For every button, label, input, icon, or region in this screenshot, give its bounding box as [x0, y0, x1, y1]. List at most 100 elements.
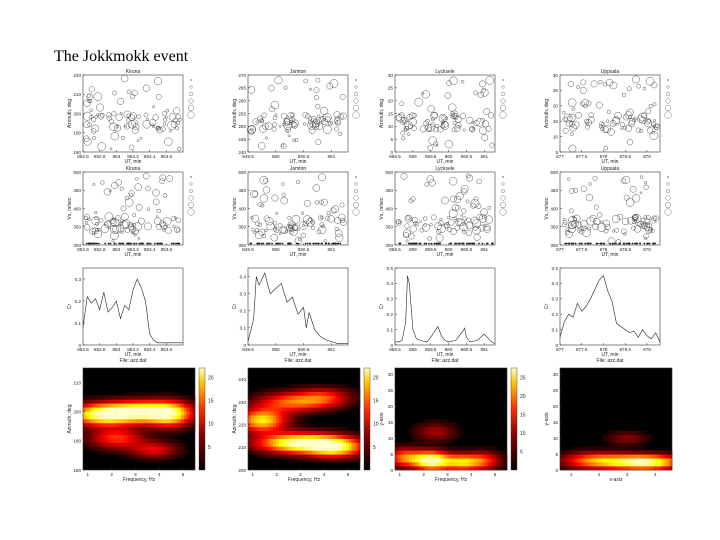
- heatmap-cell: [122, 422, 126, 428]
- heatmap-cell: [119, 438, 123, 443]
- scatter-marker: [614, 227, 620, 233]
- heatmap-cell: [630, 434, 634, 439]
- heatmap-cell: [295, 422, 299, 428]
- heatmap-cell: [111, 415, 115, 420]
- heatmap-cell: [172, 434, 176, 439]
- heatmap-cell: [281, 426, 285, 432]
- y-tick-label: 220: [238, 422, 246, 427]
- scatter-marker: [625, 242, 628, 245]
- heatmap-cell: [437, 466, 441, 471]
- scatter-marker: [578, 242, 581, 245]
- heatmap-cell: [337, 438, 341, 443]
- heatmap-cell: [178, 415, 182, 420]
- heatmap-cell: [481, 458, 485, 463]
- heatmap-cell: [348, 450, 352, 455]
- heatmap-cell: [599, 458, 603, 463]
- heatmap-cell: [136, 399, 140, 404]
- heatmap-cell: [287, 426, 291, 432]
- heatmap-cell: [108, 438, 112, 443]
- heatmap-cell: [270, 430, 274, 435]
- heatmap-cell: [278, 454, 282, 459]
- heatmap-cell: [604, 454, 608, 459]
- heatmap-cell: [348, 395, 352, 400]
- y-tick-label: 400: [550, 206, 558, 211]
- heatmap-cell: [428, 462, 432, 467]
- heatmap-cell: [304, 403, 308, 408]
- scatter-marker: [606, 110, 611, 114]
- heatmap-cell: [105, 450, 109, 455]
- heatmap-cell: [582, 466, 586, 471]
- y-axis-label: y-axis: [544, 412, 550, 426]
- heatmap-cell: [189, 415, 193, 420]
- heatmap-cell: [250, 434, 254, 439]
- x-tick-label: 853.2: [127, 154, 139, 159]
- heatmap-cell: [139, 419, 143, 424]
- scatter-marker: [603, 146, 608, 151]
- heatmap-cell: [267, 395, 271, 400]
- heatmap-cell: [253, 399, 257, 404]
- heatmap-cell: [621, 466, 625, 471]
- heatmap-cell: [136, 395, 140, 400]
- heatmap-cell: [169, 422, 173, 428]
- heatmap-cell: [646, 466, 650, 471]
- scatter-marker: [439, 217, 443, 221]
- heatmap-cell: [434, 462, 438, 467]
- scatter-marker: [413, 242, 416, 245]
- heatmap-cell: [262, 450, 266, 455]
- heatmap-cell: [618, 438, 622, 443]
- scatter-marker: [466, 116, 474, 124]
- heatmap-cell: [284, 446, 288, 451]
- heatmap-cell: [616, 446, 620, 451]
- scatter-marker: [284, 116, 294, 125]
- heatmap-cell: [320, 399, 324, 404]
- heatmap-cell: [337, 395, 341, 400]
- heatmap-cell: [613, 430, 617, 435]
- scatter-marker: [257, 115, 264, 122]
- heatmap-cell: [167, 450, 171, 455]
- heatmap-cell: [97, 442, 101, 447]
- heatmap-cell: [248, 450, 252, 455]
- heatmap-cell: [102, 434, 106, 439]
- heatmap-cell: [340, 442, 344, 447]
- heatmap-cell: [340, 430, 344, 435]
- heatmap-cell: [111, 438, 115, 443]
- heatmap-cell: [181, 419, 185, 424]
- heatmap-cell: [248, 422, 252, 428]
- heatmap-cell: [158, 391, 162, 396]
- heatmap-cell: [337, 407, 341, 412]
- heatmap-cell: [351, 458, 355, 463]
- heatmap-cell: [105, 419, 109, 424]
- scatter-marker: [257, 222, 263, 227]
- scatter-marker: [253, 230, 257, 235]
- heatmap-cell: [178, 411, 182, 416]
- x-tick-label: 858.5: [389, 154, 401, 159]
- heatmap-cell: [340, 403, 344, 408]
- heatmap-cell: [632, 466, 636, 471]
- scatter-marker: [132, 213, 137, 217]
- heatmap-cell: [290, 411, 294, 416]
- heatmap-cell: [346, 450, 350, 455]
- heatmap-cell: [439, 458, 443, 463]
- heatmap-cell: [323, 391, 327, 396]
- scatter-marker: [288, 225, 294, 231]
- heatmap-cell: [133, 438, 137, 443]
- scatter-marker: [579, 219, 588, 228]
- heatmap-cell: [437, 462, 441, 467]
- heatmap-cell: [292, 411, 296, 416]
- heatmap-cell: [329, 399, 333, 404]
- heatmap-cell: [88, 407, 92, 412]
- heatmap-cell: [420, 458, 424, 463]
- heatmap-cell: [459, 450, 463, 455]
- heatmap-cell: [172, 403, 176, 408]
- heatmap-cell: [585, 454, 589, 459]
- heatmap-cell: [295, 458, 299, 463]
- heatmap-cell: [83, 434, 87, 439]
- scatter-marker: [450, 227, 457, 235]
- scatter-marker: [159, 174, 166, 181]
- scatter-marker: [176, 146, 182, 152]
- heatmap-cell: [281, 454, 285, 459]
- heatmap-cell: [306, 415, 310, 420]
- scatter-marker: [641, 112, 648, 119]
- heatmap-cell: [641, 450, 645, 455]
- heatmap-cell: [130, 434, 134, 439]
